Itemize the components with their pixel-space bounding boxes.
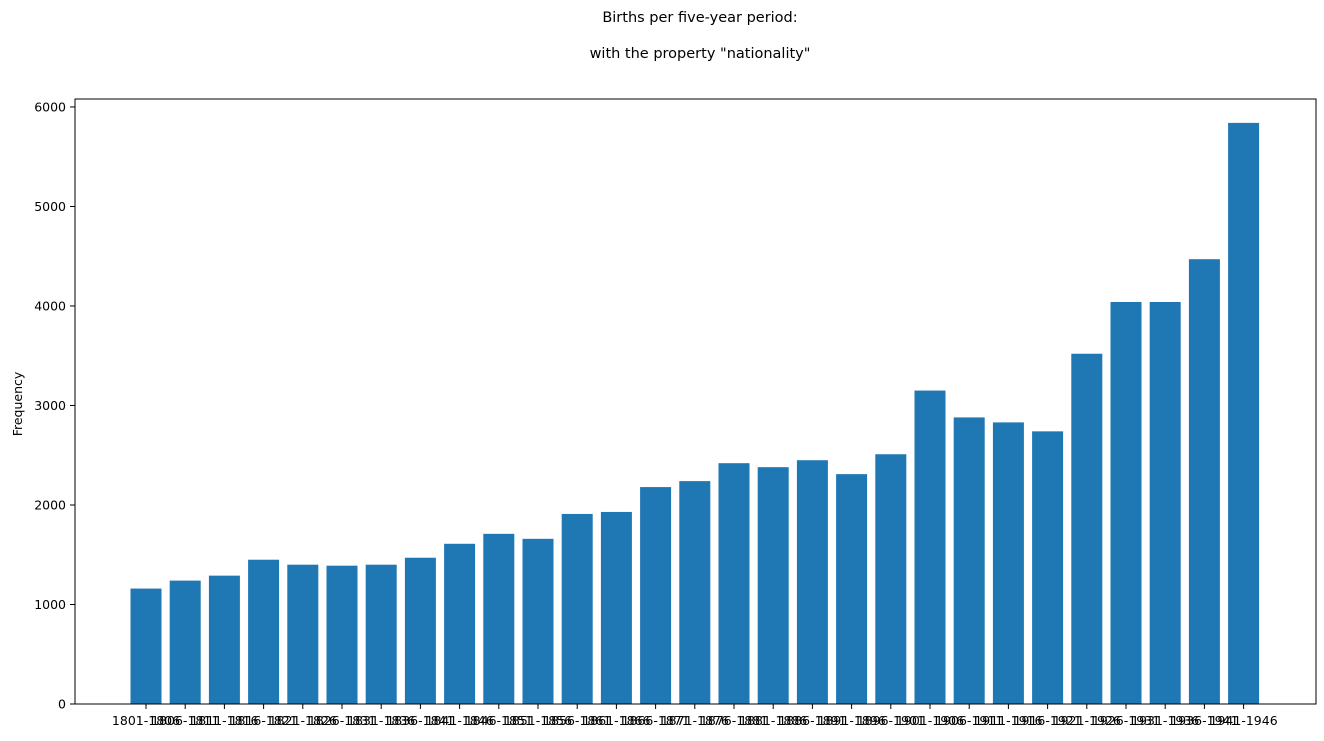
x-tick-label: 1881-1886 — [739, 713, 807, 728]
x-tick-label: 1836-1841 — [386, 713, 454, 728]
bar-1931-1936 — [1149, 301, 1181, 704]
bar-1846-1851 — [483, 533, 515, 704]
x-tick-label: 1876-1881 — [700, 713, 768, 728]
x-tick-label: 1816-1821 — [230, 713, 298, 728]
x-tick-label: 1916-1921 — [1014, 713, 1082, 728]
bar-1801-1806 — [130, 588, 162, 704]
bar-1916-1921 — [1032, 431, 1064, 704]
bars-group — [130, 122, 1260, 704]
x-tick-label: 1891-1896 — [818, 713, 886, 728]
bar-1886-1891 — [796, 460, 828, 704]
x-tick-label: 1851-1856 — [504, 713, 572, 728]
y-tick-label: 3000 — [34, 398, 66, 413]
bar-1906-1911 — [953, 417, 985, 704]
x-tick-label: 1926-1931 — [1092, 713, 1160, 728]
x-tick-label: 1921-1926 — [1053, 713, 1121, 728]
chart-title: Births per five-year period: — [602, 10, 797, 26]
bar-1816-1821 — [248, 559, 280, 704]
bar-1806-1811 — [169, 580, 201, 704]
y-tick-label: 4000 — [34, 298, 66, 313]
y-tick-label: 1000 — [34, 597, 66, 612]
x-tick-label: 1886-1891 — [778, 713, 846, 728]
bar-1881-1886 — [757, 467, 789, 704]
x-tick-label: 1941-1946 — [1210, 713, 1278, 728]
x-tick-label: 1936-1941 — [1170, 713, 1238, 728]
x-tick-label: 1806-1811 — [151, 713, 219, 728]
x-tick-label: 1826-1831 — [308, 713, 376, 728]
x-tick-label: 1801-1806 — [112, 713, 180, 728]
x-tick-label: 1901-1906 — [896, 713, 964, 728]
x-tick-label: 1821-1826 — [269, 713, 337, 728]
bar-1936-1941 — [1188, 259, 1220, 704]
bar-1861-1866 — [600, 511, 632, 704]
bar-1821-1826 — [287, 564, 319, 704]
x-tick-label: 1931-1936 — [1131, 713, 1199, 728]
x-tick-label: 1811-1816 — [190, 713, 258, 728]
bar-1851-1856 — [522, 538, 554, 704]
bar-1836-1841 — [404, 557, 436, 704]
bar-1866-1871 — [640, 487, 672, 704]
bar-1901-1906 — [914, 390, 946, 704]
x-tick-label: 1871-1876 — [661, 713, 729, 728]
y-tick-label: 5000 — [34, 199, 66, 214]
x-ticks-group: 1801-18061806-18111811-18161816-18211821… — [112, 704, 1278, 728]
bar-1896-1901 — [875, 454, 907, 704]
y-tick-label: 0 — [58, 697, 66, 712]
x-tick-label: 1846-1851 — [465, 713, 533, 728]
bar-1811-1816 — [208, 575, 240, 704]
chart-subtitle: with the property "nationality" — [590, 46, 811, 62]
y-ticks-group: 0 1000 2000 3000 4000 5000 6000 — [34, 99, 75, 712]
x-tick-label: 1841-1846 — [426, 713, 494, 728]
plot-frame — [74, 98, 1317, 705]
x-tick-label: 1861-1866 — [582, 713, 650, 728]
x-tick-label: 1831-1836 — [347, 713, 415, 728]
bar-1926-1931 — [1110, 301, 1142, 704]
bar-1871-1876 — [679, 481, 711, 704]
y-tick-label: 6000 — [34, 99, 66, 114]
x-tick-label: 1856-1861 — [543, 713, 611, 728]
bar-1841-1846 — [444, 543, 476, 704]
bar-1941-1946 — [1228, 122, 1260, 704]
x-tick-label: 1906-1911 — [935, 713, 1003, 728]
bar-1856-1861 — [561, 513, 593, 704]
x-tick-label: 1911-1916 — [974, 713, 1042, 728]
y-axis-label: Frequency — [10, 371, 25, 436]
y-tick-label: 2000 — [34, 497, 66, 512]
x-tick-label: 1896-1901 — [857, 713, 925, 728]
bar-1891-1896 — [836, 474, 868, 704]
bar-1911-1916 — [992, 422, 1024, 704]
bar-1826-1831 — [326, 565, 358, 704]
bar-1921-1926 — [1071, 353, 1103, 704]
bar-1831-1836 — [365, 564, 397, 704]
x-tick-label: 1866-1871 — [622, 713, 690, 728]
bar-1876-1881 — [718, 463, 750, 704]
